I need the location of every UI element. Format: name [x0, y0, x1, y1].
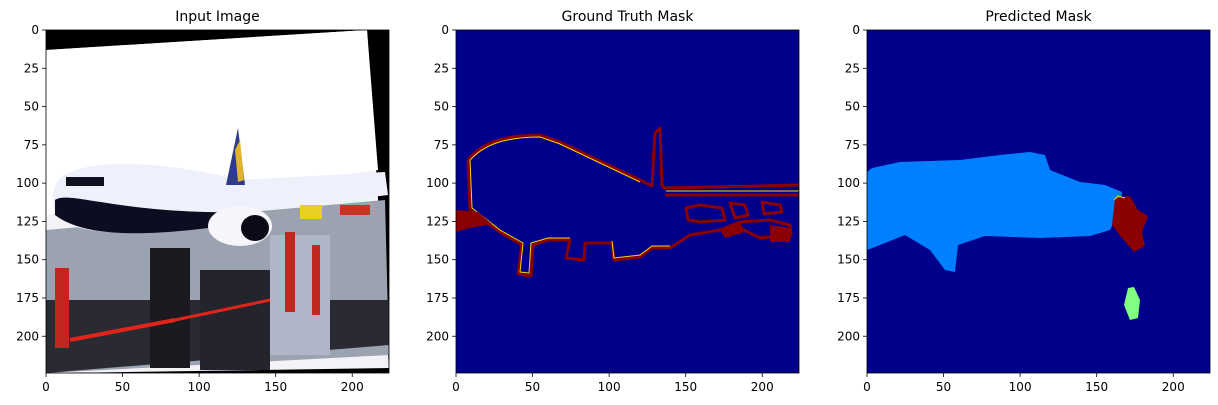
- x-tick-label: 0: [452, 380, 460, 394]
- y-tick-label: 75: [845, 138, 860, 152]
- y-tick-label: 100: [426, 176, 449, 190]
- image-content: [46, 30, 389, 373]
- x-tick-label: 100: [1009, 380, 1032, 394]
- x-tick-label: 200: [341, 380, 364, 394]
- y-tick-label: 150: [426, 253, 449, 267]
- axes-frame: [45, 29, 390, 374]
- mask-content: [456, 30, 799, 373]
- x-tick-label: 50: [115, 380, 130, 394]
- y-tick-label: 25: [845, 61, 860, 75]
- y-tick-label: 25: [24, 61, 39, 75]
- axes-frame: [455, 29, 800, 374]
- panel-input-image: Input Image: [16, 9, 390, 394]
- axes-frame: [866, 29, 1211, 374]
- x-tick-label: 100: [598, 380, 621, 394]
- y-tick-label: 100: [837, 176, 860, 190]
- x-tick-label: 150: [674, 380, 697, 394]
- y-tick-label: 175: [16, 291, 39, 305]
- y-tick-label: 125: [426, 214, 449, 228]
- panel-title: Input Image: [175, 9, 260, 25]
- x-tick-label: 200: [1162, 380, 1185, 394]
- y-tick-label: 200: [16, 329, 39, 343]
- y-tick-label: 0: [441, 23, 449, 37]
- axis-ticks: 0 50 100 150 200 0 25 50 75 100 125 150 175 200: [16, 23, 364, 394]
- y-tick-label: 0: [852, 23, 860, 37]
- mask-content: [867, 30, 1210, 373]
- x-tick-label: 50: [525, 380, 540, 394]
- panel-title: Ground Truth Mask: [562, 9, 695, 25]
- x-tick-label: 100: [188, 380, 211, 394]
- y-tick-label: 150: [16, 253, 39, 267]
- panel-title: Predicted Mask: [985, 9, 1092, 25]
- y-tick-label: 175: [837, 291, 860, 305]
- y-tick-label: 50: [434, 100, 449, 114]
- axis-ticks: 0 50 100 150 200 0 25 50 75 100 125 150 175 200: [426, 23, 774, 394]
- panel-ground-truth-mask: Ground Truth Mask 0 50 100 150 200 0 25 50: [426, 9, 800, 394]
- y-tick-label: 200: [426, 329, 449, 343]
- axis-ticks: 0 50 100 150 200 0 25 50 75 100 125 150 175 200: [837, 23, 1185, 394]
- y-tick-label: 50: [845, 100, 860, 114]
- y-tick-label: 100: [16, 176, 39, 190]
- y-tick-label: 25: [434, 61, 449, 75]
- y-tick-label: 150: [837, 253, 860, 267]
- x-tick-label: 150: [1085, 380, 1108, 394]
- y-tick-label: 125: [837, 214, 860, 228]
- panel-predicted-mask: Predicted Mask 0 50 100 150 200 0 25 50 75 100 125…: [837, 9, 1211, 394]
- y-tick-label: 75: [24, 138, 39, 152]
- y-tick-label: 0: [31, 23, 39, 37]
- x-tick-label: 0: [42, 380, 50, 394]
- y-tick-label: 200: [837, 329, 860, 343]
- x-tick-label: 200: [751, 380, 774, 394]
- y-tick-label: 50: [24, 100, 39, 114]
- x-tick-label: 50: [936, 380, 951, 394]
- y-tick-label: 125: [16, 214, 39, 228]
- y-tick-label: 175: [426, 291, 449, 305]
- x-tick-label: 150: [264, 380, 287, 394]
- y-tick-label: 75: [434, 138, 449, 152]
- x-tick-label: 0: [863, 380, 871, 394]
